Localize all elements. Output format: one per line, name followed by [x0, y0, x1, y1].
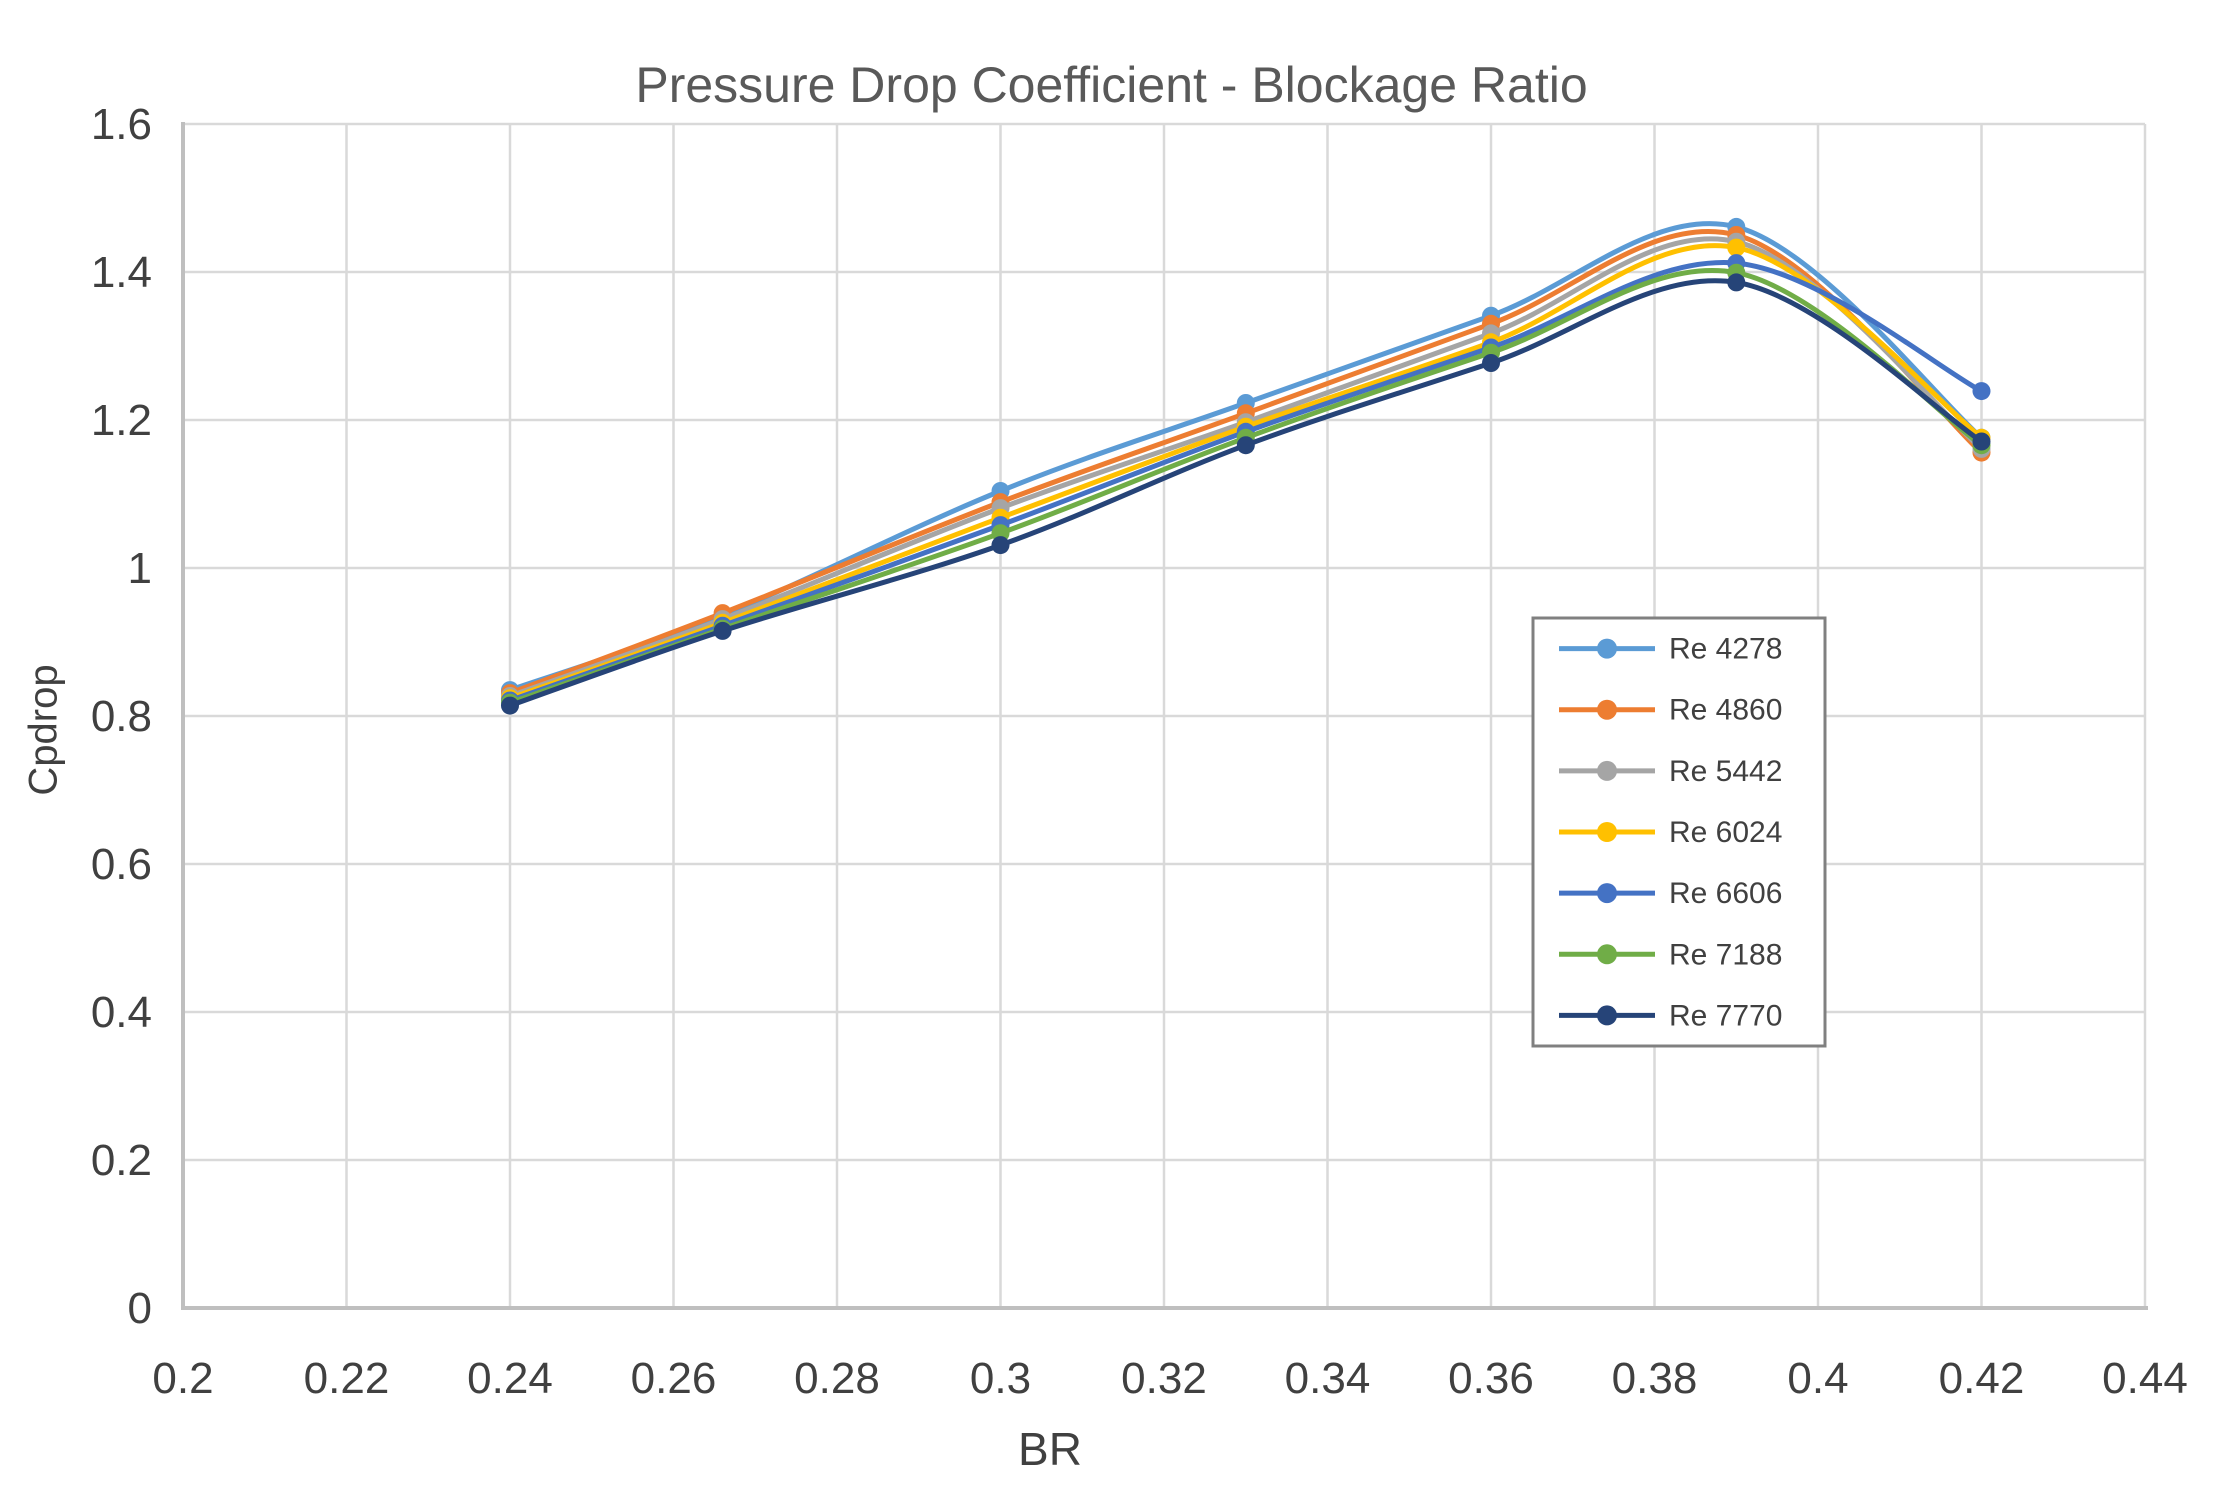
data-point-marker	[1727, 238, 1746, 257]
legend-item: Re 7188	[1559, 938, 1782, 971]
legend-marker-swatch	[1597, 1005, 1617, 1026]
y-tick-label: 0.4	[91, 988, 152, 1037]
legend-marker-swatch	[1597, 638, 1617, 659]
x-tick-label: 0.36	[1448, 1354, 1534, 1403]
legend-item: Re 6024	[1559, 816, 1782, 849]
legend-marker-swatch	[1597, 822, 1617, 842]
x-tick-label: 0.2	[152, 1354, 213, 1403]
y-tick-label: 1.4	[91, 248, 152, 297]
y-tick-label: 1.2	[91, 396, 152, 445]
x-tick-label: 0.4	[1787, 1354, 1848, 1403]
legend-item: Re 7770	[1559, 999, 1782, 1032]
legend-marker-swatch	[1597, 699, 1617, 720]
y-tick-label: 0	[128, 1284, 152, 1333]
data-point-marker	[991, 536, 1010, 555]
data-point-marker	[1972, 432, 1991, 451]
x-tick-label: 0.26	[631, 1354, 717, 1403]
data-point-marker	[713, 621, 732, 640]
x-tick-label: 0.32	[1121, 1354, 1207, 1403]
legend-label: Re 5442	[1669, 755, 1782, 788]
legend-item: Re 5442	[1559, 755, 1782, 788]
legend-marker-swatch	[1597, 883, 1617, 904]
data-point-marker	[1972, 382, 1991, 401]
x-tick-label: 0.3	[970, 1354, 1031, 1403]
x-tick-label: 0.22	[304, 1354, 390, 1403]
legend-item: Re 4278	[1559, 633, 1782, 666]
x-tick-label: 0.38	[1612, 1354, 1698, 1403]
legend-marker-swatch	[1597, 760, 1617, 781]
legend-label: Re 7188	[1669, 938, 1782, 971]
legend-label: Re 6024	[1669, 816, 1782, 849]
legend-label: Re 4860	[1669, 694, 1782, 727]
x-tick-label: 0.28	[794, 1354, 880, 1403]
data-point-marker	[501, 696, 519, 715]
legend-item: Re 4860	[1559, 694, 1782, 727]
series-re-7770	[501, 273, 1991, 715]
legend-item: Re 6606	[1559, 877, 1782, 910]
x-tick-label: 0.44	[2102, 1354, 2188, 1403]
data-point-marker	[1236, 436, 1255, 455]
x-tick-label: 0.34	[1285, 1354, 1371, 1403]
chart-title: Pressure Drop Coefficient - Blockage Rat…	[635, 57, 1588, 113]
data-point-marker	[1482, 354, 1500, 372]
y-tick-label: 0.8	[91, 692, 152, 741]
x-tick-label: 0.42	[1939, 1354, 2025, 1403]
legend-label: Re 4278	[1669, 633, 1782, 666]
legend-label: Re 7770	[1669, 999, 1782, 1032]
x-tick-label: 0.24	[467, 1354, 553, 1403]
data-point-marker	[1727, 273, 1746, 292]
legend-label: Re 6606	[1669, 877, 1782, 910]
y-tick-label: 1	[128, 544, 152, 593]
legend: Re 4278 Re 4860 Re 5442 Re 6024 Re 6606 Re 71…	[1531, 616, 1827, 1048]
legend-marker-swatch	[1597, 944, 1617, 965]
y-tick-label: 1.6	[91, 100, 152, 149]
x-axis-title: BR	[1018, 1423, 1082, 1475]
y-axis-title: Cpdrop	[21, 664, 66, 796]
y-tick-label: 0.6	[91, 840, 152, 889]
y-tick-label: 0.2	[91, 1136, 152, 1185]
